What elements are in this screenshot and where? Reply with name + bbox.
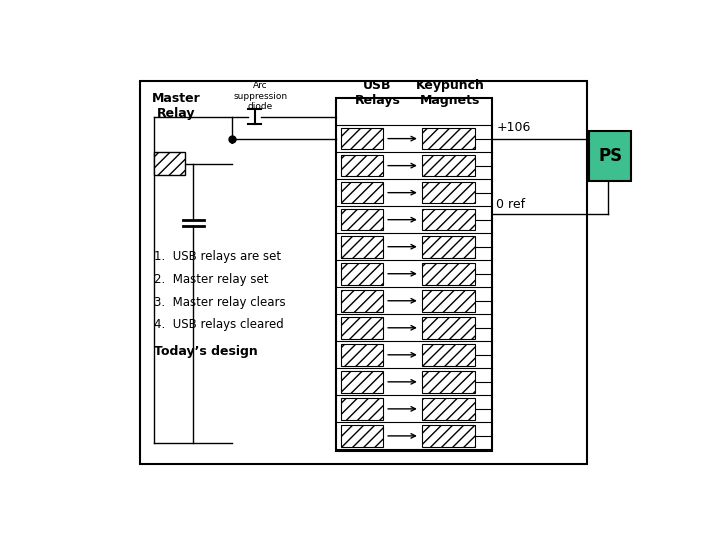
Bar [422, 263, 475, 285]
Text: Arc
suppression
diode: Arc suppression diode [233, 82, 287, 111]
Text: +106: +106 [496, 120, 531, 133]
Bar [422, 398, 475, 420]
Bar [422, 128, 475, 150]
Bar [341, 290, 383, 312]
Bar [422, 182, 475, 204]
Text: Keypunch
Magnets: Keypunch Magnets [415, 79, 485, 107]
Bar [422, 425, 475, 447]
Bar [341, 209, 383, 231]
Bar [154, 152, 185, 175]
Bar [341, 128, 383, 150]
Bar [422, 344, 475, 366]
Bar [422, 209, 475, 231]
Bar [422, 317, 475, 339]
Bar [341, 425, 383, 447]
Bar [341, 317, 383, 339]
Text: 3.  Master relay clears: 3. Master relay clears [154, 295, 286, 308]
Bar [336, 98, 492, 451]
Text: 4.  USB relays cleared: 4. USB relays cleared [154, 319, 284, 332]
Text: Master
Relay: Master Relay [152, 92, 201, 120]
Bar [590, 131, 631, 181]
Bar [341, 398, 383, 420]
Bar [422, 371, 475, 393]
Bar [341, 236, 383, 258]
Bar [422, 155, 475, 177]
Text: 0 ref: 0 ref [496, 198, 526, 211]
Bar [341, 344, 383, 366]
Bar [341, 371, 383, 393]
Bar [341, 182, 383, 204]
Bar [140, 82, 587, 464]
Text: PS: PS [598, 147, 622, 165]
Bar [341, 263, 383, 285]
Bar [422, 290, 475, 312]
Text: 2.  Master relay set: 2. Master relay set [154, 273, 269, 286]
Bar [341, 155, 383, 177]
Text: 1.  USB relays are set: 1. USB relays are set [154, 250, 282, 263]
Text: Today’s design: Today’s design [154, 346, 258, 359]
Text: USB
Relays: USB Relays [354, 79, 400, 107]
Bar [422, 236, 475, 258]
